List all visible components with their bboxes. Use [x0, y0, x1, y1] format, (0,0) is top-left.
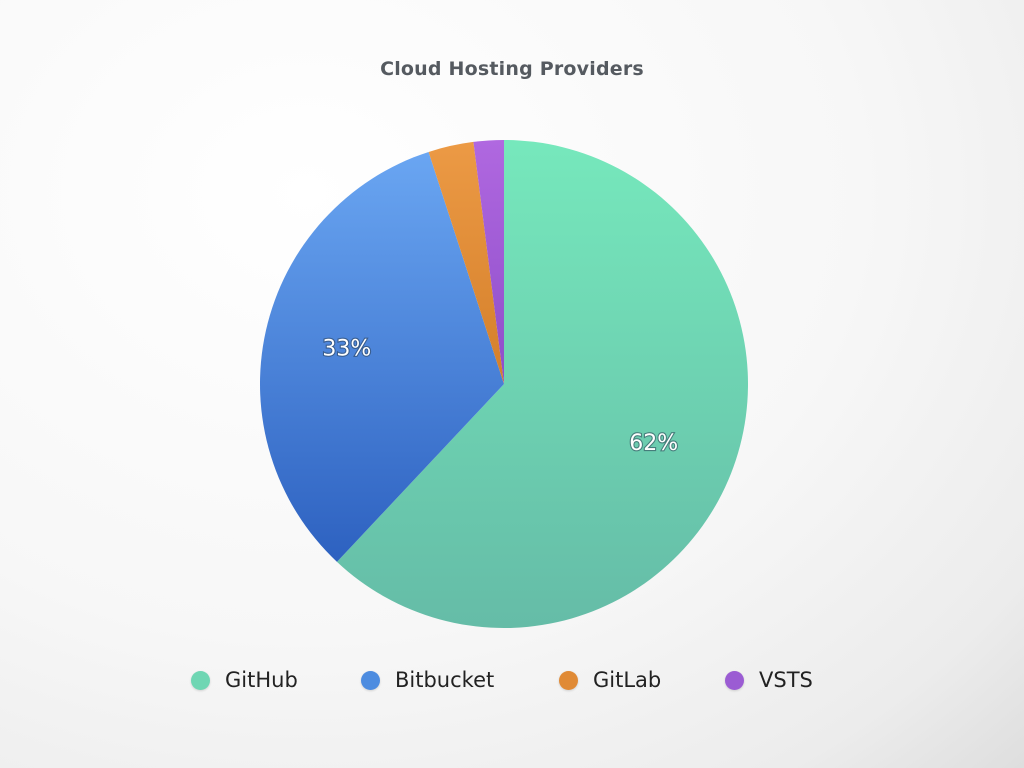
slice-label-bitbucket: 33% [322, 336, 371, 361]
pie-labels: 62% 33% [321, 335, 679, 457]
legend-label-bitbucket: Bitbucket [395, 668, 495, 692]
legend-item-bitbucket: Bitbucket [361, 664, 494, 696]
legend-swatch-bitbucket [361, 670, 380, 690]
legend-label-vsts: VSTS [759, 668, 813, 692]
pie-slice-github [336, 140, 748, 628]
legend-swatch-github [191, 670, 210, 690]
legend-item-gitlab: GitLab [559, 664, 661, 696]
pie-slice-gitlab [428, 141, 504, 384]
pie-slice-bitbucket [259, 151, 504, 562]
chart-title: Cloud Hosting Providers [380, 58, 644, 80]
legend-swatch-gitlab [559, 670, 578, 690]
legend-swatch-vsts [725, 670, 744, 690]
pie-slice-vsts [473, 140, 504, 384]
slice-label-github: 62% [629, 431, 678, 456]
legend-item-github: GitHub [191, 664, 298, 696]
pie-slices [259, 140, 748, 628]
chart-legend: GitHub Bitbucket GitLab VSTS [0, 664, 1024, 696]
legend-label-github: GitHub [225, 668, 298, 692]
legend-label-gitlab: GitLab [593, 668, 662, 692]
legend-item-vsts: VSTS [725, 664, 813, 696]
